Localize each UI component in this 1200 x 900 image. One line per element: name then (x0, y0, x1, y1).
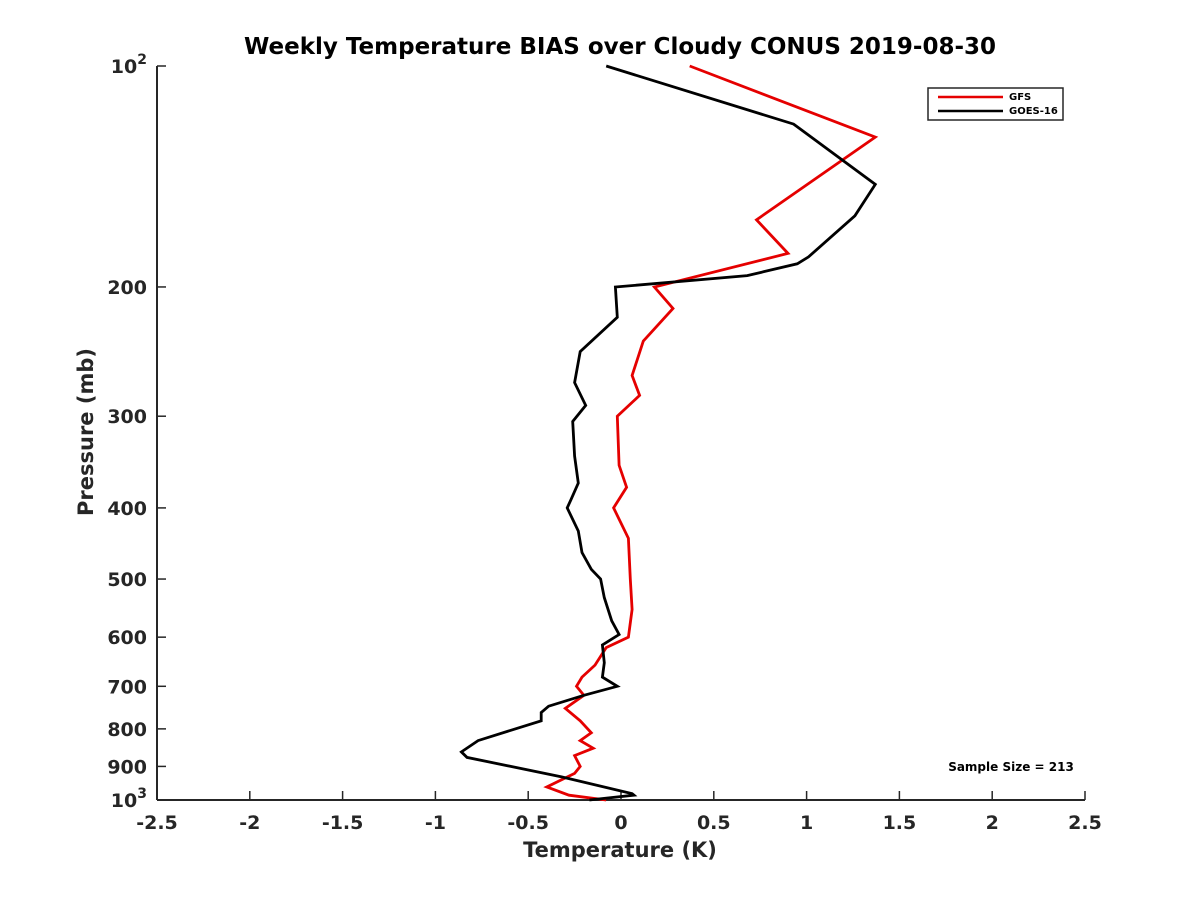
y-tick-label: 500 (107, 569, 147, 591)
y-tick-label: 600 (107, 627, 147, 649)
legend-label-goes16: GOES-16 (1009, 106, 1058, 117)
x-tick-label: 0.5 (697, 812, 731, 834)
y-tick-label: 400 (107, 498, 147, 520)
y-tick-label: 900 (107, 756, 147, 778)
series-group (459, 64, 879, 802)
series-line-gfs (543, 64, 879, 802)
x-tick-label: 2 (986, 812, 999, 834)
legend: GFS GOES-16 (927, 87, 1064, 121)
y-axis-label: Pressure (mb) (74, 348, 98, 516)
y-tick-label: 800 (107, 719, 147, 741)
y-tick-label: 700 (107, 676, 147, 698)
x-tick-label: 1.5 (883, 812, 917, 834)
x-tick-label: -0.5 (507, 812, 549, 834)
y-tick-label: 102 (111, 52, 147, 78)
y-tick-label: 200 (107, 277, 147, 299)
x-tick-label: 2.5 (1068, 812, 1102, 834)
y-tick-label: 300 (107, 406, 147, 428)
legend-box (927, 87, 1064, 121)
legend-label-gfs: GFS (1009, 92, 1031, 103)
x-tick-label: -2.5 (136, 812, 178, 834)
chart-title: Weekly Temperature BIAS over Cloudy CONU… (244, 34, 996, 60)
x-tick-label: 1 (800, 812, 813, 834)
x-tick-label: 0 (614, 812, 627, 834)
x-axis-label: Temperature (K) (523, 838, 717, 862)
sample-size-annotation: Sample Size = 213 (948, 760, 1074, 774)
series-line-goes16 (459, 64, 878, 802)
axes-group: -2.5 -2 -1.5 -1 -0.5 0 0.5 1 1.5 2 2.5 102 200 300 400… (107, 52, 1102, 834)
y-tick-label: 103 (111, 786, 147, 812)
x-tick-label: -2 (239, 812, 260, 834)
x-tick-label: -1 (425, 812, 446, 834)
x-tick-label: -1.5 (322, 812, 364, 834)
